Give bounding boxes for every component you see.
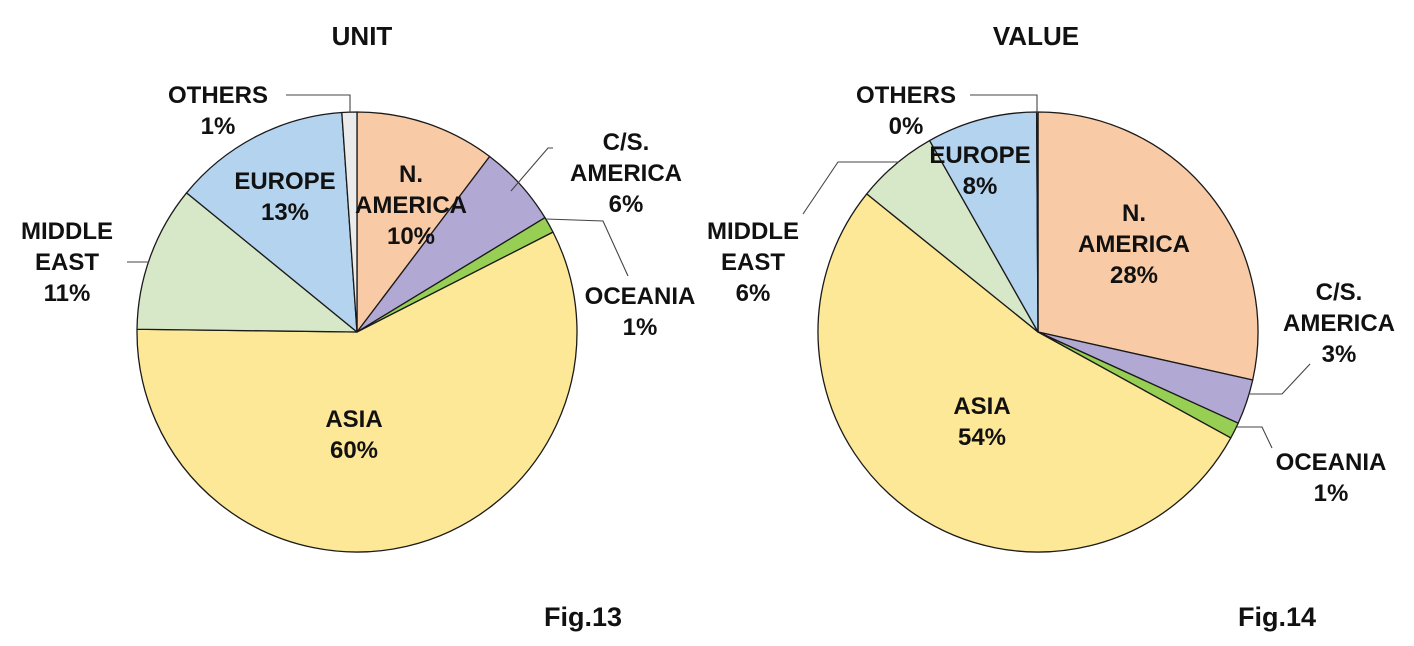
value-pie-leaders — [802, 94, 1311, 449]
slice-label-middle-east-line-0: MIDDLE — [21, 218, 113, 245]
unit-chart-title: UNIT — [332, 21, 393, 51]
slice-label-n-america-line-1: AMERICA — [1078, 231, 1190, 258]
slice-label-n-america-line-0: N. — [1122, 200, 1146, 227]
slice-percent-oceania: 1% — [623, 314, 658, 341]
slice-label-middle-east-line-1: EAST — [721, 249, 785, 276]
unit-pie-wedges — [136, 111, 578, 553]
slice-label-others-line-0: OTHERS — [856, 82, 956, 109]
slice-percent-europe: 13% — [261, 199, 309, 226]
slice-percent-middle-east: 11% — [44, 280, 91, 307]
slice-percent-asia: 60% — [330, 437, 378, 464]
unit-pie-chart: UNIT N. AMERICA 10% C/S. AMERICA 6% OCEANIA 1% A… — [21, 21, 695, 632]
value-pie-chart: VALUE N. AMERICA 28% C/S. AMERICA 3% OCEANIA 1%… — [707, 21, 1395, 632]
leader-line-oceania — [1237, 426, 1273, 449]
slice-label-others-line-0: OTHERS — [168, 82, 268, 109]
slice-label-middle-east-line-1: EAST — [35, 249, 99, 276]
pie-slice-n-america — [356, 111, 491, 333]
leader-line-others — [286, 94, 351, 113]
unit-figure-label: Fig.13 — [544, 602, 622, 632]
value-pie-wedges — [817, 111, 1259, 553]
value-pie-labels: N. AMERICA 28% C/S. AMERICA 3% OCEANIA 1% ASIA 54… — [707, 82, 1395, 507]
pie-slice-asia — [817, 193, 1232, 553]
pie-slice-europe — [185, 111, 358, 333]
leader-line-c-s-america — [1250, 363, 1311, 395]
slice-label-c-s-america-line-0: C/S. — [1316, 279, 1363, 306]
slice-label-c-s-america-line-0: C/S. — [603, 129, 650, 156]
slice-label-n-america-line-1: AMERICA — [355, 192, 467, 219]
leader-line-oceania — [545, 218, 629, 277]
pie-slice-others — [341, 111, 358, 333]
slice-label-middle-east-line-0: MIDDLE — [707, 218, 799, 245]
slice-label-c-s-america-line-1: AMERICA — [1283, 310, 1395, 337]
leader-line-c-s-america — [510, 147, 553, 192]
value-chart-title: VALUE — [993, 21, 1079, 51]
value-figure-label: Fig.14 — [1238, 602, 1316, 632]
slice-percent-middle-east: 6% — [736, 280, 771, 307]
pie-slice-europe — [928, 111, 1039, 333]
slice-percent-others: 0% — [889, 113, 924, 140]
pie-slice-n-america — [1037, 111, 1259, 381]
slice-percent-europe: 8% — [963, 173, 998, 200]
slice-label-asia-line-0: ASIA — [325, 406, 382, 433]
slice-label-oceania-line-0: OCEANIA — [1276, 449, 1387, 476]
slice-percent-n-america: 10% — [387, 223, 435, 250]
slice-label-europe-line-0: EUROPE — [234, 168, 335, 195]
slice-percent-oceania: 1% — [1314, 480, 1349, 507]
leader-line-others — [970, 94, 1038, 113]
slice-label-c-s-america-line-1: AMERICA — [570, 160, 682, 187]
pie-slice-middle-east — [136, 192, 358, 333]
slice-percent-others: 1% — [201, 113, 236, 140]
slice-label-asia-line-0: ASIA — [953, 393, 1010, 420]
unit-pie-labels: N. AMERICA 10% C/S. AMERICA 6% OCEANIA 1% ASIA 60… — [21, 82, 695, 464]
slice-label-oceania-line-0: OCEANIA — [585, 283, 696, 310]
slice-percent-n-america: 28% — [1110, 262, 1158, 289]
slice-label-n-america-line-0: N. — [399, 161, 423, 188]
leader-line-middle-east — [802, 161, 899, 215]
pie-slice-asia — [136, 231, 578, 553]
slice-label-europe-line-0: EUROPE — [929, 142, 1030, 169]
slice-percent-asia: 54% — [958, 424, 1006, 451]
slice-percent-c-s-america: 3% — [1322, 341, 1357, 368]
unit-pie-leaders — [127, 94, 629, 277]
slice-percent-c-s-america: 6% — [609, 191, 644, 218]
